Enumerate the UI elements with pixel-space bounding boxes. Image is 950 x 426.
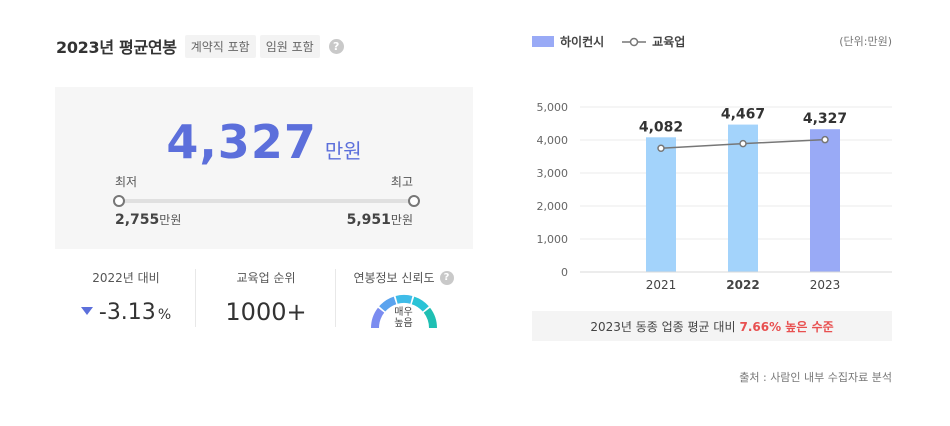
industry-point <box>821 135 829 144</box>
gauge-text: 매우 높음 <box>367 307 441 329</box>
max-salary-unit: 만원 <box>390 213 413 227</box>
y-tick-label: 5,000 <box>537 101 569 114</box>
tag-contract: 계약직 포함 <box>184 34 256 58</box>
y-tick-label: 3,000 <box>537 167 569 180</box>
salary-bar-chart: 5,000 4,000 3,000 2,000 1,000 0 4,082 4,467 4,32… <box>537 101 892 292</box>
source-note: 출처 : 사람인 내부 수집자료 분석 <box>739 371 892 384</box>
bar-value-label: 4,327 <box>803 111 847 127</box>
average-salary-box: 4,327 만원 최저 최고 2,755만원 5,951만원 <box>55 87 473 249</box>
legend-company: 하이컨시 <box>560 35 605 49</box>
tag-executive: 임원 포함 <box>259 34 320 58</box>
x-tick-label: 2022 <box>726 278 759 292</box>
stat-divider <box>195 269 196 327</box>
average-salary-unit: 만원 <box>324 139 362 163</box>
y-tick-label: 1,000 <box>537 233 569 246</box>
range-min-dot <box>113 195 125 207</box>
min-salary-unit: 만원 <box>159 213 182 227</box>
reliability-label: 연봉정보 신뢰도 <box>353 271 435 285</box>
gauge-text-line1: 매우 <box>394 307 413 318</box>
unit-note: (단위:만원) <box>839 35 892 48</box>
stat-divider <box>335 269 336 327</box>
y-tick-label: 2,000 <box>537 200 569 213</box>
min-salary-value: 2,755 <box>115 212 160 228</box>
legend-bar-swatch <box>532 36 554 47</box>
yoy-value: -3.13 <box>98 300 156 325</box>
compare-highlight: 7.66% 높은 수준 <box>739 319 834 334</box>
rank-label: 교육업 순위 <box>236 271 296 285</box>
stat-rank: 교육업 순위 1000+ <box>196 269 336 326</box>
help-icon[interactable]: ? <box>439 270 454 285</box>
industry-compare-banner: 2023년 동종 업종 평균 대비 7.66% 높은 수준 <box>532 311 892 341</box>
bar-value-label: 4,082 <box>639 119 683 135</box>
bar-value-label: 4,467 <box>721 107 765 123</box>
yoy-change: -3.13 % <box>56 300 196 325</box>
min-salary: 2,755만원 <box>115 211 181 228</box>
reliability-gauge: 매우 높음 <box>367 292 441 332</box>
max-label: 최고 <box>390 175 413 189</box>
industry-point <box>739 139 747 148</box>
yoy-suffix: % <box>157 307 172 323</box>
bar <box>728 124 758 272</box>
range-max-dot <box>408 195 420 207</box>
x-tick-label: 2023 <box>810 278 841 292</box>
gauge-arc-icon <box>370 294 437 329</box>
average-salary-value: 4,327 <box>166 115 317 169</box>
y-tick-label: 0 <box>561 266 568 279</box>
stat-reliability: 연봉정보 신뢰도 ? 매우 높음 <box>336 269 471 332</box>
legend-industry: 교육업 <box>652 35 686 49</box>
legend-line-icon <box>622 37 647 47</box>
max-salary-value: 5,951 <box>346 212 391 228</box>
x-tick-label: 2021 <box>646 278 677 292</box>
y-tick-label: 4,000 <box>537 134 569 147</box>
help-icon[interactable]: ? <box>328 38 344 54</box>
down-triangle-icon <box>80 307 93 315</box>
chart-legend: 하이컨시 교육업 <box>532 33 685 50</box>
stat-yoy: 2022년 대비 -3.13 % <box>56 269 196 325</box>
rank-value: 1000+ <box>225 298 307 326</box>
gauge-text-line2: 높음 <box>394 318 413 329</box>
page-title: 2023년 평균연봉 <box>56 38 177 57</box>
salary-range-bar <box>113 195 420 207</box>
compare-prefix: 2023년 동종 업종 평균 대비 <box>590 319 736 334</box>
bar <box>810 129 840 272</box>
bar <box>646 137 676 272</box>
yoy-label: 2022년 대비 <box>92 271 160 285</box>
average-salary: 4,327 만원 <box>55 115 473 169</box>
salary-title-row: 2023년 평균연봉 계약직 포함 임원 포함 ? <box>56 33 344 59</box>
industry-point <box>657 144 665 152</box>
min-label: 최저 <box>115 175 138 189</box>
max-salary: 5,951만원 <box>347 211 413 228</box>
